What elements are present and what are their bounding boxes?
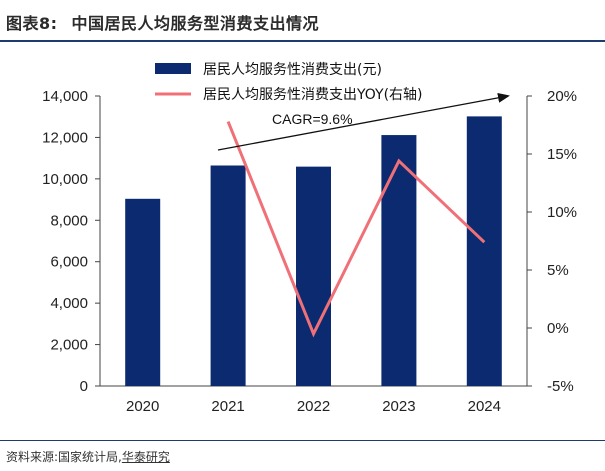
legend-bar-label: 居民人均服务性消费支出(元) (203, 62, 382, 78)
cagr-annotation: CAGR=9.6% (217, 92, 510, 151)
right-tick-label: 10% (547, 204, 577, 221)
source-brand: 华泰研究 (121, 450, 170, 464)
line-series (226, 120, 486, 338)
left-tick-label: 12,000 (42, 129, 88, 146)
bar-2022 (296, 166, 331, 386)
x-tick-label: 2024 (468, 398, 501, 415)
x-tick-label: 2022 (297, 398, 330, 415)
left-tick-label: 6,000 (50, 254, 88, 271)
right-tick-label: 15% (547, 146, 577, 163)
x-tick-label: 2020 (126, 398, 159, 415)
right-tick-label: 5% (547, 262, 569, 279)
bar-2024 (466, 116, 502, 386)
bar-series (125, 116, 502, 386)
figure-label: 图表8: (6, 14, 58, 33)
legend-line-label: 居民人均服务性消费支出YOY(右轴) (203, 87, 423, 103)
left-tick-label: 2,000 (50, 337, 88, 354)
source-prefix: 资料来源:国家统计局, (6, 450, 122, 464)
left-tick-label: 0 (80, 378, 88, 395)
left-tick-label: 10,000 (42, 171, 88, 188)
left-tick-label: 14,000 (42, 88, 88, 105)
bar-2021 (210, 165, 246, 386)
right-tick-label: 20% (547, 88, 577, 105)
left-tick-label: 8,000 (50, 212, 88, 229)
bar-2020 (125, 198, 161, 386)
legend-bar-swatch (155, 63, 191, 74)
x-tick-label: 2021 (211, 398, 244, 415)
right-tick-label: -5% (547, 378, 574, 395)
legend: 居民人均服务性消费支出(元) 居民人均服务性消费支出YOY(右轴) (155, 62, 423, 103)
figure-title: 图表8: 中国居民人均服务型消费支出情况 (6, 10, 319, 34)
right-tick-label: 0% (547, 320, 569, 337)
source-divider (0, 440, 605, 441)
cagr-label: CAGR=9.6% (272, 111, 353, 127)
chart: 0 2,000 4,000 6,000 8,000 10,000 12,000 14,000 -… (42, 62, 577, 415)
bar-2023 (381, 135, 417, 386)
axes: 0 2,000 4,000 6,000 8,000 10,000 12,000 14,000 -… (42, 88, 577, 415)
yoy-line (226, 120, 486, 338)
left-tick-label: 4,000 (50, 295, 88, 312)
trend-arrow (217, 92, 510, 151)
x-tick-label: 2023 (382, 398, 415, 415)
figure-title-text: 中国居民人均服务型消费支出情况 (71, 14, 320, 33)
title-divider (0, 40, 605, 42)
source-note: 资料来源:国家统计局,华泰研究 (6, 448, 170, 465)
